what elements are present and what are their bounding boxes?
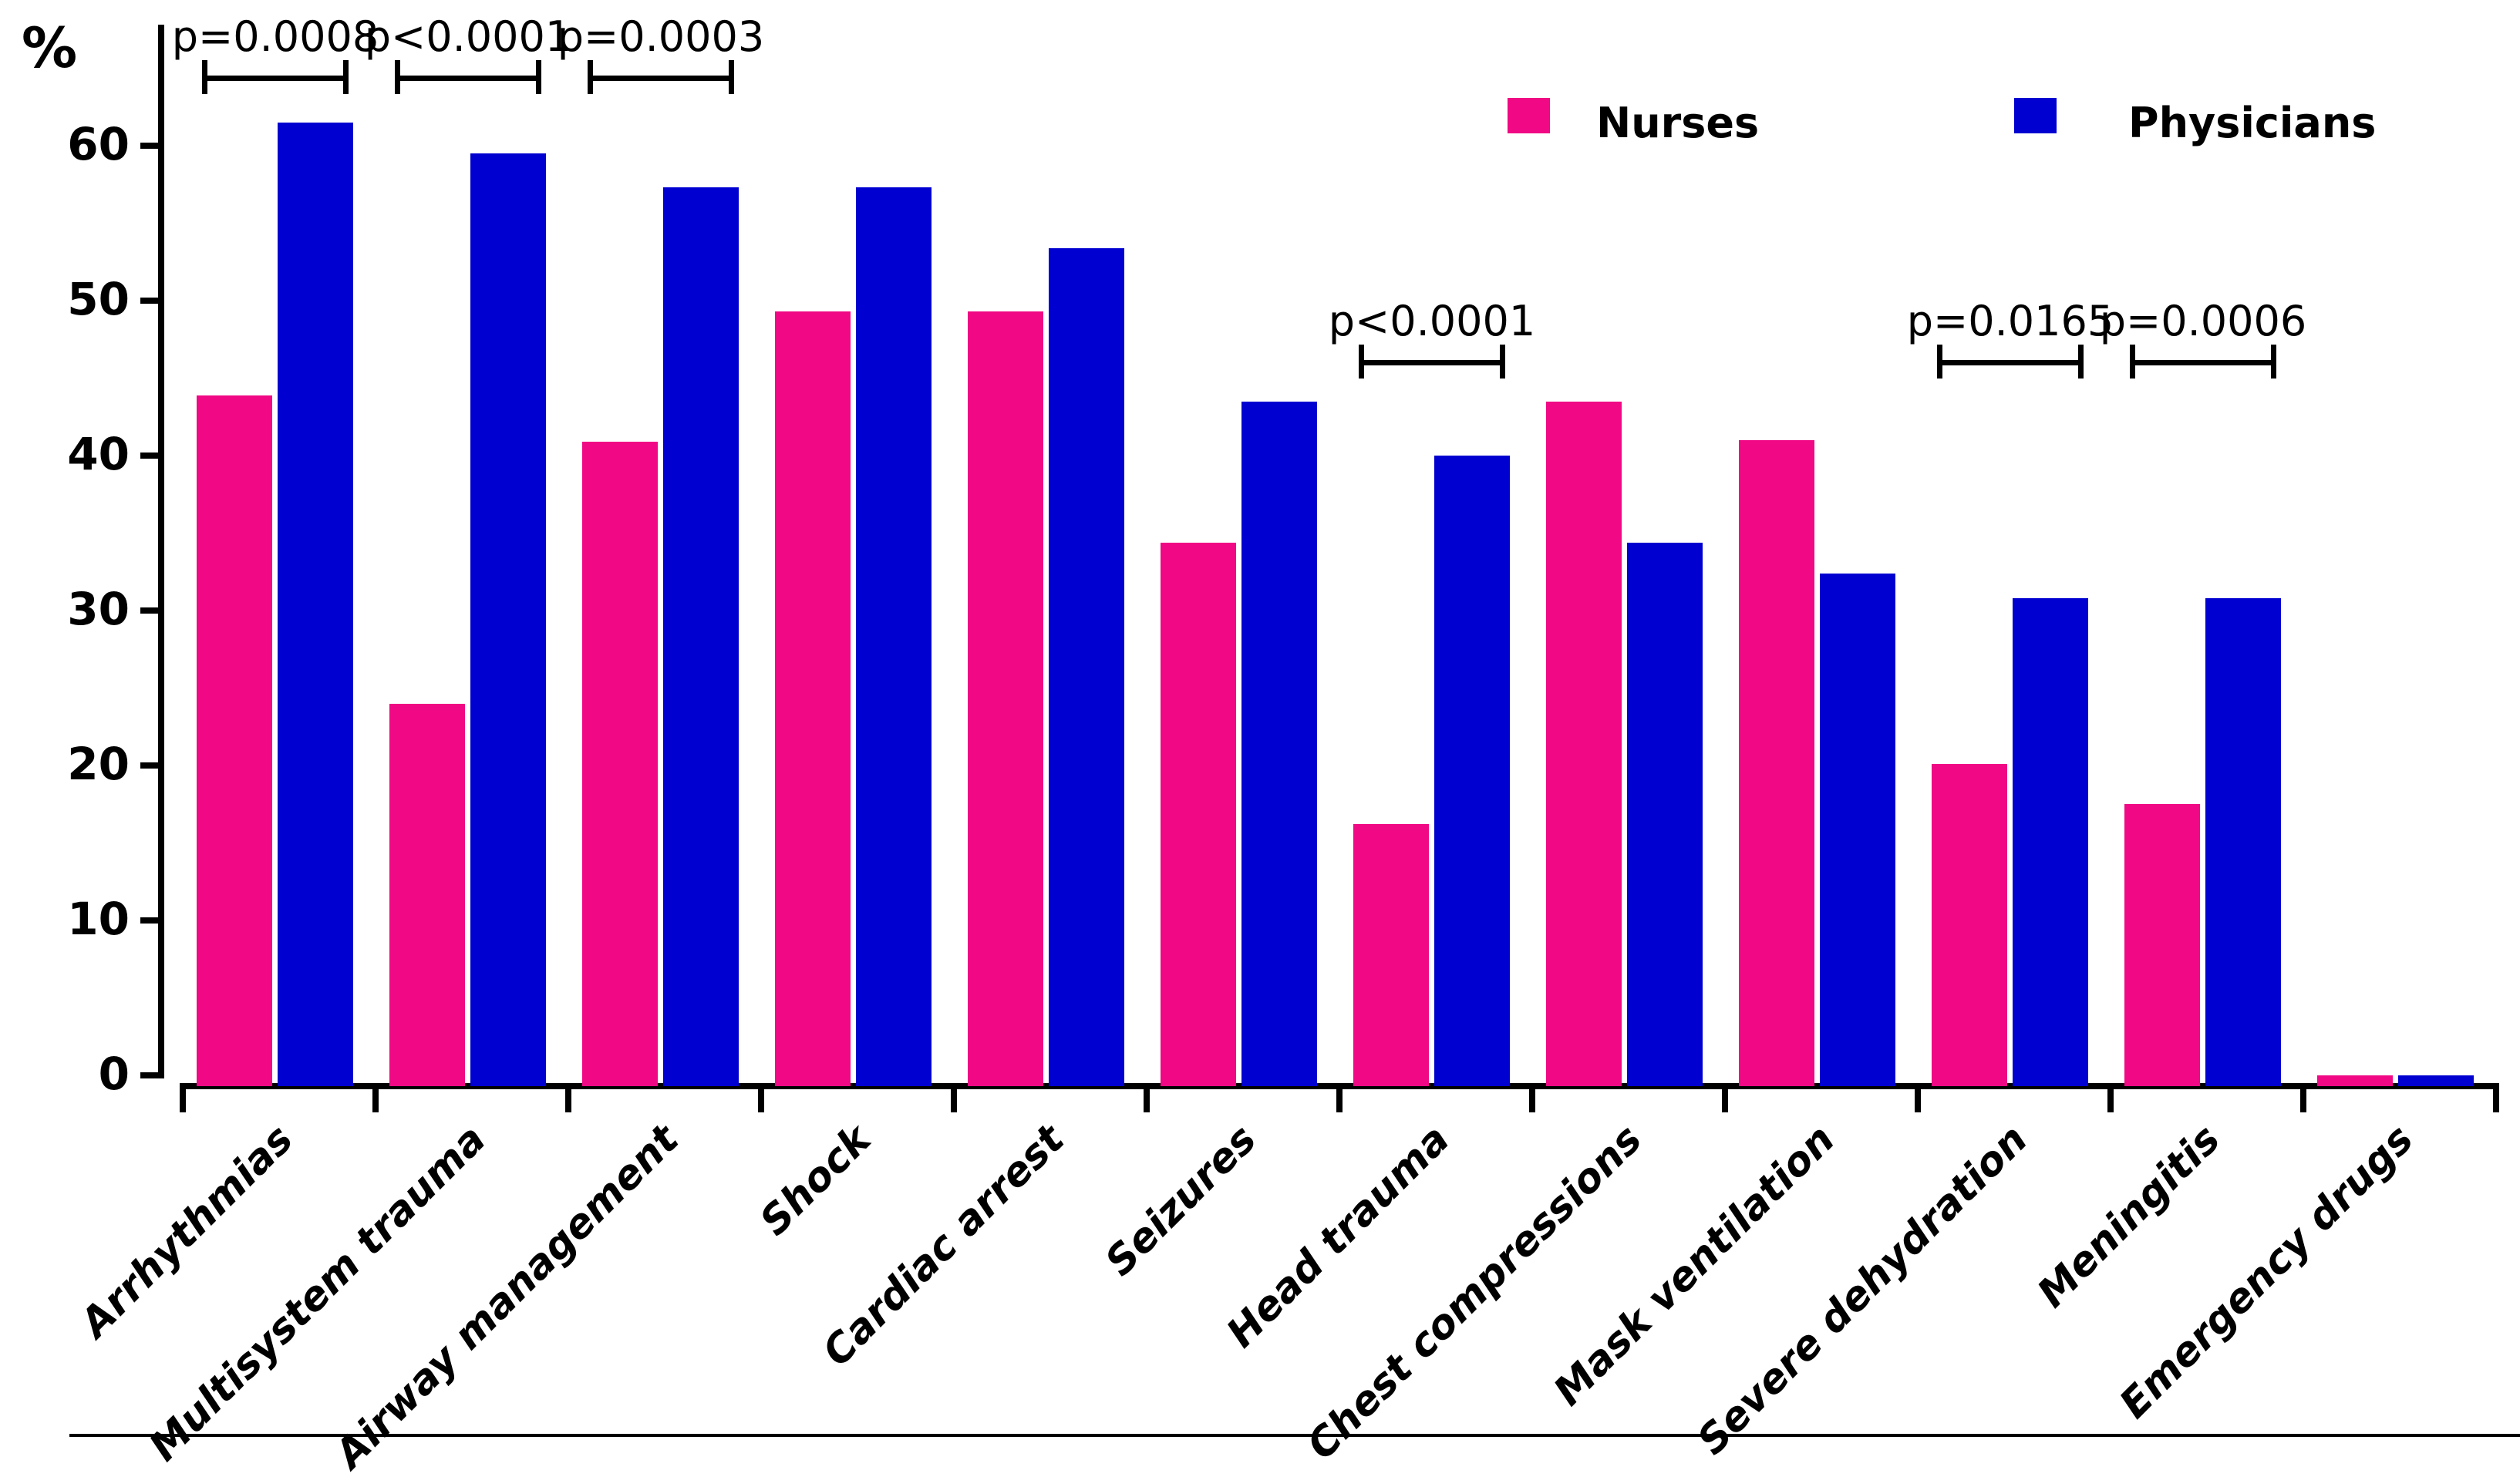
legend-swatch-nurses — [1508, 98, 1550, 133]
bar-nurses-9 — [1932, 763, 2007, 1086]
bar-chart-figure: % 0 10 20 30 40 50 60 Arrhythmias Multisystem t… — [22, 12, 2520, 1477]
y-axis-unit-label: % — [22, 15, 78, 80]
y-tick-label: 40 — [67, 428, 130, 480]
y-tick-mark — [140, 607, 163, 614]
p-bracket-line — [202, 76, 349, 81]
bar-nurses-0 — [197, 395, 272, 1086]
x-tick-mark — [1722, 1083, 1728, 1112]
category-label-7: Chest compressions — [1299, 1116, 1652, 1469]
bar-nurses-4 — [968, 311, 1043, 1086]
bar-nurses-1 — [389, 703, 465, 1086]
p-bracket-cap — [588, 60, 593, 94]
p-bracket-line — [395, 76, 541, 81]
bar-nurses-5 — [1161, 542, 1236, 1086]
p-bracket-cap — [1937, 345, 1942, 379]
x-tick-mark — [180, 1083, 186, 1112]
bar-physicians-7 — [1627, 542, 1703, 1086]
bar-nurses-3 — [775, 311, 851, 1086]
bar-physicians-8 — [1820, 573, 1895, 1086]
x-tick-mark — [1915, 1083, 1921, 1112]
p-bracket-cap — [343, 60, 349, 94]
legend-swatch-physicians — [2014, 98, 2057, 133]
p-bracket-line — [588, 76, 734, 81]
x-tick-mark — [372, 1083, 379, 1112]
p-bracket-cap — [2078, 345, 2084, 379]
category-label-1: Multisystem trauma — [140, 1116, 495, 1471]
p-bracket-cap — [2130, 345, 2135, 379]
x-tick-mark — [2300, 1083, 2306, 1112]
bar-nurses-6 — [1353, 824, 1429, 1086]
p-bracket-line — [1359, 360, 1505, 365]
y-tick-label: 20 — [67, 738, 130, 790]
category-label-5: Seizures — [1097, 1116, 1266, 1285]
bar-physicians-5 — [1241, 401, 1317, 1086]
p-value-text: p=0.0006 — [2099, 297, 2307, 345]
p-value-text: p<0.0001 — [364, 12, 572, 61]
y-tick-label: 60 — [67, 118, 130, 170]
category-label-9: Severe dehydration — [1689, 1116, 2037, 1464]
y-tick-mark — [140, 143, 163, 149]
bar-nurses-8 — [1739, 439, 1814, 1086]
y-tick-label: 10 — [67, 893, 130, 945]
y-tick-mark — [140, 762, 163, 769]
p-value-text: p=0.0003 — [557, 12, 765, 61]
y-tick-mark — [140, 298, 163, 304]
x-tick-mark — [565, 1083, 571, 1112]
bar-physicians-11 — [2398, 1075, 2474, 1086]
bar-physicians-10 — [2205, 597, 2281, 1086]
x-tick-mark — [1529, 1083, 1535, 1112]
x-tick-mark — [758, 1083, 764, 1112]
figure-bottom-border — [69, 1434, 2520, 1437]
x-tick-mark — [2493, 1083, 2499, 1112]
p-bracket-cap — [1500, 345, 1505, 379]
category-label-3: Shock — [751, 1116, 881, 1245]
y-axis-line — [158, 25, 164, 1078]
p-bracket-cap — [1359, 345, 1364, 379]
p-bracket-line — [2130, 360, 2276, 365]
p-value-text: p=0.0165 — [1906, 297, 2114, 345]
p-value-text: p=0.0008 — [171, 12, 379, 61]
legend-label-physicians: Physicians — [2128, 99, 2377, 147]
bar-physicians-6 — [1434, 455, 1510, 1086]
bar-physicians-9 — [2013, 597, 2088, 1086]
bar-nurses-11 — [2317, 1075, 2393, 1086]
y-tick-mark — [140, 1072, 163, 1078]
p-bracket-line — [1937, 360, 2084, 365]
bar-nurses-10 — [2124, 804, 2200, 1086]
legend-label-nurses: Nurses — [1596, 99, 1760, 147]
p-bracket-cap — [536, 60, 541, 94]
y-tick-mark — [140, 917, 163, 924]
bar-physicians-0 — [278, 122, 353, 1086]
p-bracket-cap — [202, 60, 207, 94]
p-value-text: p<0.0001 — [1328, 297, 1536, 345]
bar-nurses-7 — [1546, 401, 1622, 1086]
bar-physicians-2 — [663, 187, 739, 1086]
category-label-10: Meningitis — [2029, 1116, 2230, 1317]
y-tick-label: 30 — [67, 583, 130, 635]
x-tick-mark — [2107, 1083, 2114, 1112]
x-tick-mark — [951, 1083, 957, 1112]
p-bracket-cap — [729, 60, 734, 94]
p-bracket-cap — [2271, 345, 2276, 379]
bar-physicians-1 — [470, 153, 546, 1086]
bar-physicians-4 — [1049, 247, 1124, 1086]
y-tick-mark — [140, 453, 163, 459]
y-tick-label: 50 — [67, 273, 130, 325]
bar-nurses-2 — [582, 441, 658, 1086]
bar-physicians-3 — [856, 187, 932, 1086]
category-label-2: Airway management — [326, 1116, 688, 1477]
y-tick-label: 0 — [98, 1048, 130, 1100]
x-tick-mark — [1144, 1083, 1150, 1112]
p-bracket-cap — [395, 60, 400, 94]
x-tick-mark — [1336, 1083, 1343, 1112]
